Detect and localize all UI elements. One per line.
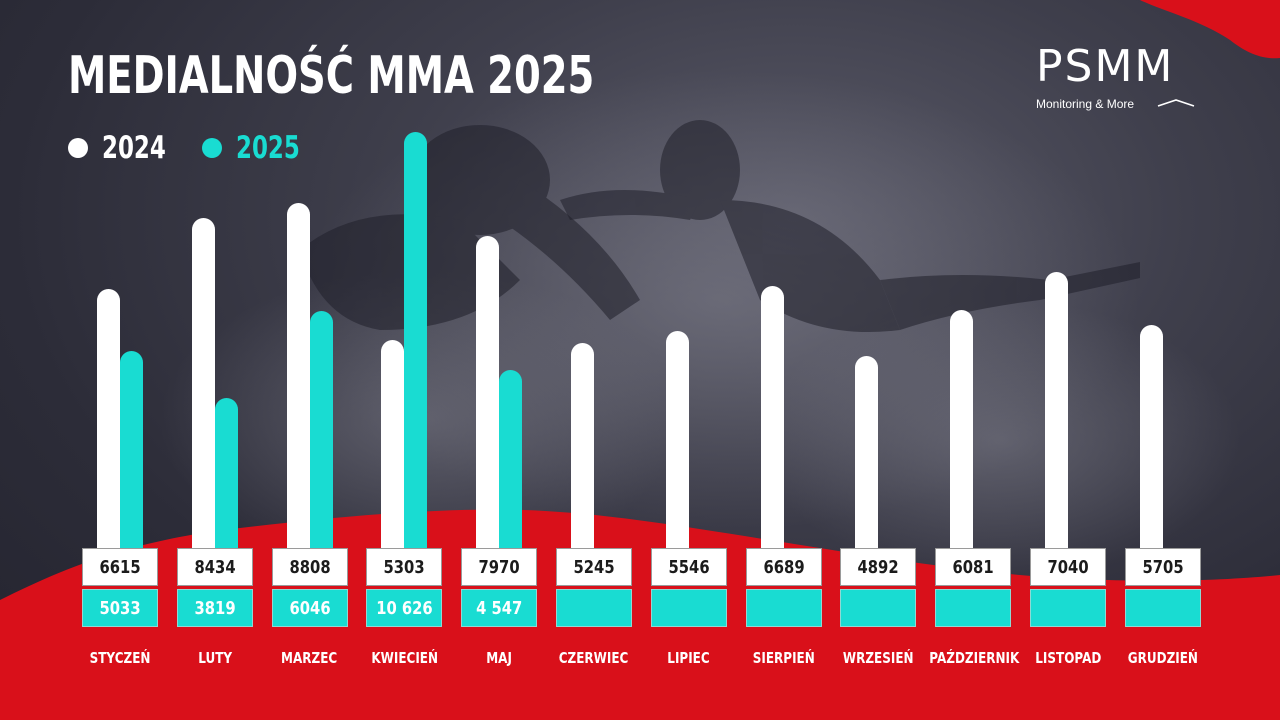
- value-label-2024-6: 5245: [556, 548, 632, 586]
- x-tick-label-12: GRUDZIEŃ: [1127, 649, 1198, 667]
- value-label-2024-11: 7040: [1030, 548, 1106, 586]
- x-tick-label-3: MARZEC: [281, 649, 338, 667]
- bar-2025-1: [120, 350, 143, 552]
- x-tick-label-9: WRZESIEŃ: [843, 649, 914, 667]
- logo-roof-icon: [1157, 99, 1195, 107]
- x-tick-label-8: SIERPIEŃ: [752, 649, 815, 667]
- logo-wordmark: PSMM: [1036, 41, 1175, 92]
- x-tick-label-10: PAŹDZIERNIK: [929, 649, 1020, 667]
- bar-2025-3: [309, 311, 333, 552]
- bar-2024-10: [950, 309, 974, 552]
- bar-2025-4: [404, 132, 428, 552]
- x-tick-label-2: LUTY: [197, 649, 232, 667]
- value-label-2024-8: 6689: [745, 548, 822, 586]
- value-label-2025-3: 6046: [271, 589, 348, 627]
- value-label-2025-11: [1030, 589, 1106, 627]
- value-label-2025-9: [840, 589, 917, 627]
- bar-2025-2: [214, 398, 238, 552]
- psmm-logo: PSMM Monitoring & More: [1036, 40, 1206, 120]
- value-label-2025-10: [935, 589, 1012, 627]
- x-tick-label-6: CZERWIEC: [559, 649, 629, 667]
- value-label-2025-2: 3819: [176, 589, 253, 627]
- legend-dot-2024: [68, 138, 88, 158]
- bar-2024-2: [191, 217, 215, 552]
- legend-label-2025: 2025: [236, 130, 300, 166]
- bar-2025-5: [499, 369, 523, 552]
- value-label-2024-9: 4892: [840, 548, 917, 586]
- x-tick-label-7: LIPIEC: [667, 649, 710, 667]
- value-label-2024-10: 6081: [935, 548, 1012, 586]
- bar-2024-3: [286, 203, 310, 552]
- bar-2024-12: [1139, 324, 1163, 552]
- x-tick-label-5: MAJ: [486, 649, 513, 667]
- value-label-2024-7: 5546: [650, 548, 727, 586]
- value-label-2024-12: 5705: [1124, 548, 1201, 586]
- page-title: MEDIALNOŚĆ MMA 2025: [68, 46, 595, 106]
- bar-2024-4: [381, 340, 405, 552]
- value-label-2025-4: 10 626: [366, 589, 443, 627]
- value-label-2024-4: 5303: [366, 548, 443, 586]
- bar-2024-6: [571, 342, 594, 552]
- value-label-2024-3: 8808: [271, 548, 348, 586]
- bar-2024-1: [97, 289, 120, 552]
- value-label-2024-2: 8434: [176, 548, 253, 586]
- logo-tagline: Monitoring & More: [1036, 97, 1135, 111]
- legend-dot-2025: [202, 138, 222, 158]
- value-label-2025-1: 5033: [82, 589, 158, 627]
- value-label-2024-5: 7970: [461, 548, 538, 586]
- bar-2024-7: [665, 330, 689, 552]
- legend-label-2024: 2024: [102, 130, 166, 166]
- bar-2024-11: [1045, 272, 1068, 552]
- bar-2024-5: [476, 235, 500, 552]
- red-wave-top-right: [1140, 0, 1280, 59]
- value-label-2025-7: [650, 589, 727, 627]
- x-tick-label-11: LISTOPAD: [1034, 649, 1102, 667]
- value-label-2025-12: [1124, 589, 1201, 627]
- value-label-2025-8: [745, 589, 822, 627]
- x-tick-label-1: STYCZEŃ: [89, 649, 151, 667]
- bar-2024-8: [760, 286, 784, 552]
- value-label-2025-6: [556, 589, 632, 627]
- value-label-2024-1: 6615: [82, 548, 158, 586]
- x-tick-label-4: KWIECIEŃ: [371, 649, 438, 667]
- bar-2024-9: [855, 356, 879, 552]
- smoke-cloud: [760, 300, 1240, 580]
- value-label-2025-5: 4 547: [461, 589, 538, 627]
